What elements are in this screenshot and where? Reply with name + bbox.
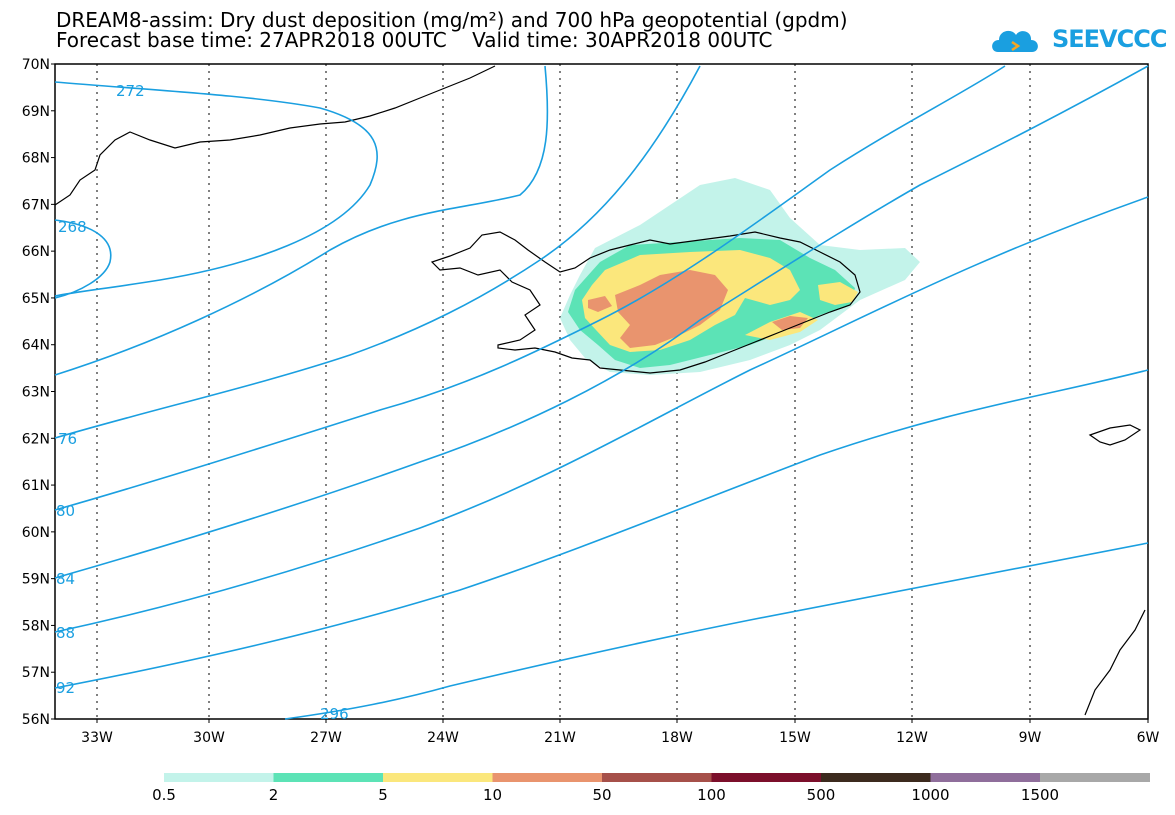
plot-frame	[54, 63, 1149, 720]
color-legend: 0.5 2 5 10 50 100 500 1000 1500	[152, 773, 1150, 804]
longitude-tick-label: 9W	[1019, 730, 1042, 746]
legend-tick-label: 500	[807, 786, 836, 804]
forecast-times: Forecast base time: 27APR2018 00UTC Vali…	[56, 28, 773, 52]
legend-color-box	[602, 773, 712, 782]
geopotential-contours	[54, 65, 1149, 720]
longitude-tick-label: 15W	[779, 730, 811, 746]
contour-280	[54, 65, 1006, 511]
latitude-tick-label: 69N	[22, 104, 50, 120]
legend-tick-label: 100	[697, 786, 726, 804]
latitude-labels: 70N 69N 68N 67N 66N 65N 64N 63N 62N 61N 60N 59N 58N 5…	[22, 57, 55, 728]
logo-text: SEEVCCC	[1052, 25, 1167, 53]
longitude-tick-label: 12W	[896, 730, 928, 746]
dust-level-10-west	[588, 296, 612, 312]
legend-tick-label: 1500	[1021, 786, 1059, 804]
longitude-labels: 33W 30W 27W 24W 21W 18W 15W 12W 9W 6W	[81, 719, 1160, 746]
contour-288	[54, 196, 1149, 633]
longitude-tick-label: 33W	[81, 730, 113, 746]
scotland-coastline	[1084, 609, 1146, 716]
longitude-tick-label: 30W	[193, 730, 225, 746]
latitude-tick-label: 64N	[22, 338, 50, 354]
legend-tick-label: 0.5	[152, 786, 176, 804]
contour-label: 84	[56, 570, 75, 588]
contour-268	[54, 219, 112, 299]
longitude-tick-label: 6W	[1137, 730, 1160, 746]
contour-label: 296	[320, 705, 349, 723]
legend-color-box	[164, 773, 274, 782]
contour-label: 92	[56, 679, 75, 697]
cloud-icon	[992, 30, 1038, 52]
greenland-coastline	[54, 65, 496, 206]
legend-tick-label: 10	[483, 786, 502, 804]
faroe-coastline	[1088, 424, 1142, 446]
map-title: DREAM8-assim: Dry dust deposition (mg/m²…	[56, 8, 848, 32]
latitude-tick-label: 61N	[22, 478, 50, 494]
latitude-tick-label: 67N	[22, 197, 50, 213]
dust-level-10-south	[772, 316, 808, 330]
contour-labels: 272 268 76 80 84 88 92 296	[56, 82, 349, 723]
latitude-tick-label: 57N	[22, 665, 50, 681]
legend-tick-label: 1000	[911, 786, 949, 804]
contour-label: 268	[58, 218, 87, 236]
latitude-tick-label: 56N	[22, 712, 50, 728]
latitude-tick-label: 70N	[22, 57, 50, 73]
latitude-tick-label: 60N	[22, 525, 50, 541]
legend-color-box	[711, 773, 822, 782]
dust-deposition-shading	[560, 178, 920, 375]
latitude-tick-label: 66N	[22, 244, 50, 260]
legend-tick-label: 5	[378, 786, 388, 804]
contour-276	[54, 65, 549, 376]
latitude-tick-label: 62N	[22, 431, 50, 447]
contour-296	[284, 542, 1149, 720]
dust-level-10	[615, 270, 728, 348]
longitude-tick-label: 18W	[661, 730, 693, 746]
latitude-tick-label: 65N	[22, 291, 50, 307]
contour-276-line	[54, 65, 701, 439]
contour-label: 88	[56, 624, 75, 642]
legend-tick-label: 50	[592, 786, 611, 804]
longitude-tick-label: 24W	[427, 730, 459, 746]
contour-284	[54, 65, 1149, 579]
legend-color-box	[383, 773, 493, 782]
coastlines	[54, 65, 1146, 716]
dust-level-5-east	[818, 282, 858, 305]
legend-color-box	[273, 773, 384, 782]
iceland-coastline	[430, 231, 861, 374]
contour-292	[54, 369, 1149, 689]
latitude-tick-label: 68N	[22, 151, 50, 167]
latitude-tick-label: 58N	[22, 618, 50, 634]
contour-label: 272	[116, 82, 145, 100]
legend-tick-label: 2	[269, 786, 279, 804]
legend-color-box	[821, 773, 931, 782]
contour-label: 80	[56, 502, 75, 520]
longitude-tick-label: 21W	[544, 730, 576, 746]
legend-color-box	[1040, 773, 1150, 782]
latitude-tick-label: 59N	[22, 572, 50, 588]
contour-272	[54, 81, 378, 297]
latitude-tick-label: 63N	[22, 385, 50, 401]
legend-color-box	[930, 773, 1041, 782]
longitude-tick-label: 27W	[310, 730, 342, 746]
legend-color-box	[492, 773, 603, 782]
contour-label: 76	[58, 430, 77, 448]
